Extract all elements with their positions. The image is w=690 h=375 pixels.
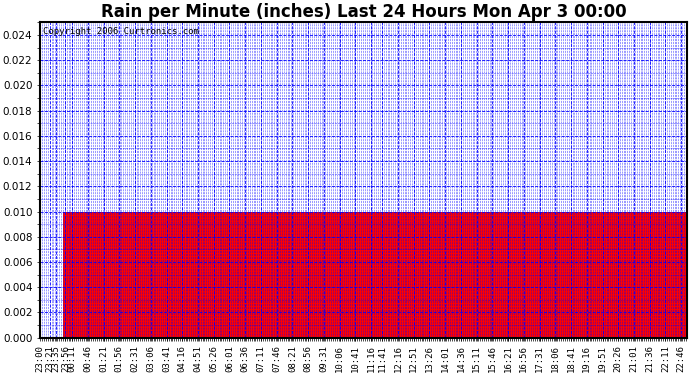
Text: Copyright 2006 Curtronics.com: Copyright 2006 Curtronics.com <box>43 27 199 36</box>
Title: Rain per Minute (inches) Last 24 Hours Mon Apr 3 00:00: Rain per Minute (inches) Last 24 Hours M… <box>101 3 627 21</box>
